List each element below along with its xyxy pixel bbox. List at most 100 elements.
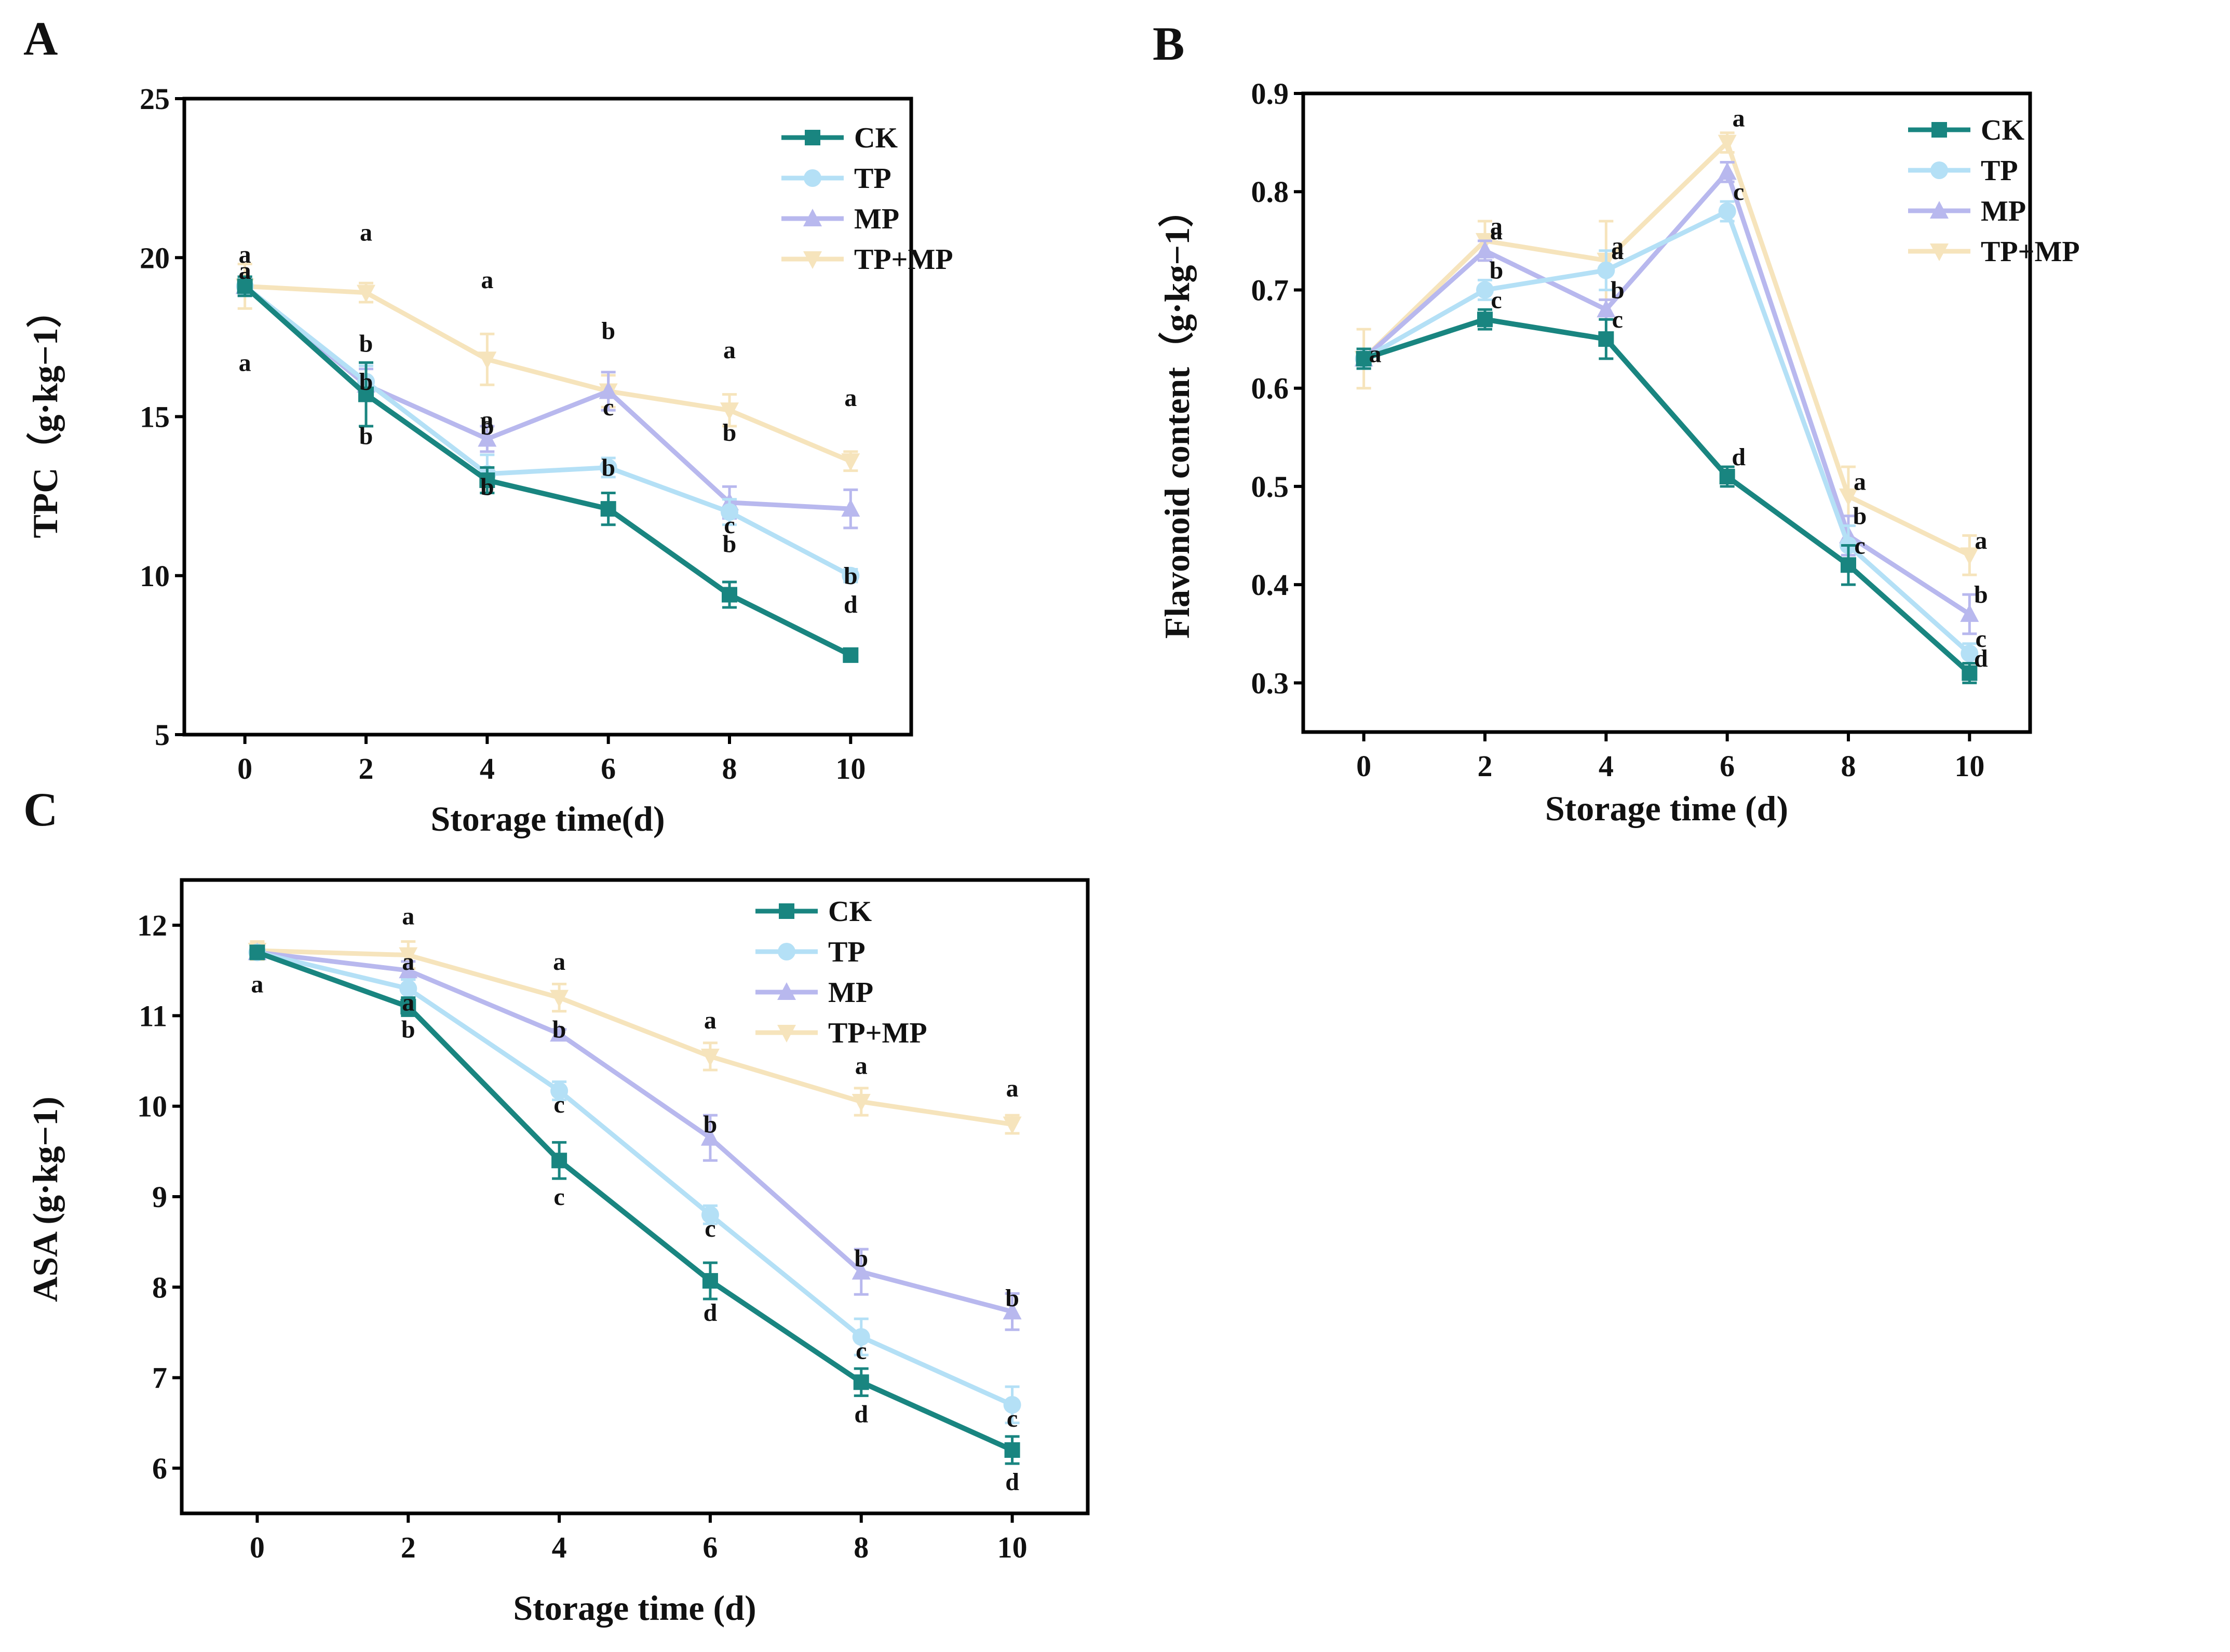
panel-c-point-ck [249,944,265,960]
panel-c-point-ck [853,1374,869,1390]
panel-c-sig-letter-ck: d [854,1400,868,1428]
panel-b-sig-letter-tp-mp: a [1854,468,1866,495]
panel-c-point-mp [1003,1302,1022,1320]
panel-b-y-axis-title: Flavonoid content（g·kg−1） [1157,192,1197,639]
panel-b-legend-label-ck: CK [1981,114,2024,146]
panel-b-chart: 0.3 0.4 0.5 0.6 0.7 0.8 0.9 0 2 4 6 8 10 Storage time… [1157,77,2080,828]
panel-a-legend-label-ck: CK [854,122,898,154]
panel-b-line-tp-mp [1362,140,1971,558]
panel-a-y-axis-title: TPC（g·kg−1） [25,292,65,538]
panel-a-line-tp [243,284,852,578]
panel-c-xtick-label: 2 [401,1531,416,1564]
panel-letter-a: A [23,12,58,65]
panel-c-sig-letter-ck: d [1005,1468,1019,1496]
panel-letter-c: C [23,783,58,836]
panel-b-point-tp-mp [1718,134,1737,153]
panel-c-point-tp-mp [700,1048,720,1066]
panel-a-point-tp [842,566,860,585]
panel-c-sig-letter-tp: c [1007,1405,1018,1432]
panel-b-xtick-label: 6 [1720,749,1735,783]
panel-a-xtick-label: 4 [480,752,495,786]
panel-b-sig-letter-ck: c [1491,286,1502,314]
panel-b-ytick-label: 0.6 [1251,372,1289,405]
panel-a-line-mp [243,284,851,511]
panel-c-xtick-label: 0 [250,1531,265,1564]
panel-b-sig-letter-mp: b [1853,503,1867,530]
panel-a-sig-letter-tp: b [844,562,858,590]
panel-c-xtick-label: 6 [702,1531,718,1564]
panel-a-point-ck [722,587,737,603]
panel-b-ytick-label: 0.9 [1251,77,1289,111]
panel-b-plot-frame [1301,91,2032,734]
panel-b-point-mp [1960,604,1979,622]
panel-c-sig-letter-mp: b [854,1245,868,1272]
panel-a-legend-marker-tp-mp [803,251,822,269]
panel-a-sig-letter-mp: c [603,394,614,421]
panel-a-legend-label-mp: MP [854,203,899,235]
panel-c-point-tp [550,1082,569,1100]
panel-a-point-mp [841,499,860,517]
panel-a-legend-marker-mp [803,209,822,226]
panel-c-point-tp [399,980,417,998]
panel-a-sig-letter-mp: a [239,241,251,268]
panel-c-point-tp-mp [399,947,418,965]
panel-c-point-ck [551,1153,567,1169]
panel-c-point-ck [702,1273,718,1289]
panel-c-ytick-label: 9 [152,1180,167,1214]
panel-a-sig-letter-tp-mp: b [601,317,615,345]
panel-c-sig-letter-ck: d [704,1299,718,1326]
panel-c-ytick-label: 12 [137,909,167,942]
panel-a-sig-letter-mp: b [359,368,373,396]
panel-b-sig-letter-ck: c [1612,306,1623,333]
panel-a-point-tp-mp [841,453,860,471]
panel-c-line-tp [256,950,1013,1407]
panel-b-sig-letter-mp: c [1733,178,1744,206]
panel-c-sig-letter-tp-mp: a [855,1052,868,1079]
panel-a-ytick-label: 20 [140,241,170,275]
panel-b-point-tp [1597,261,1615,279]
panel-b-point-mp [1597,300,1616,318]
panel-c-sig-letter-mp: a [402,948,414,976]
panel-a-point-mp [478,429,497,447]
panel-b-sig-letter-tp: b [1490,257,1504,285]
panel-c-ytick-label: 7 [152,1361,167,1395]
panel-b-ytick-label: 0.3 [1251,666,1289,700]
panel-a-line-tp-mp [245,283,852,464]
panel-c-sig-letter-tp-mp: a [553,948,565,976]
panel-a-legend-marker-ck [805,130,820,145]
panel-c-point-tp-mp [852,1094,871,1112]
panel-c-line-mp [256,950,1013,1314]
panel-c-xtick-label: 8 [854,1531,869,1564]
panel-a-sig-letter-tp-mp: a [844,384,857,412]
panel-c-sig-letter-tp-mp: a [704,1007,717,1034]
panel-a-x-axis-title: Storage time(d) [430,799,665,838]
panel-a-point-tp-mp [720,402,739,421]
panel-b-xtick-label: 10 [1954,749,1984,783]
panel-b-point-mp [1718,162,1737,180]
panel-a-point-ck [843,647,859,663]
panel-b-point-ck [1356,350,1372,367]
panel-c-point-tp-mp [1003,1116,1022,1134]
panel-b-point-ck [1841,557,1856,573]
panel-c-sig-letter-tp-mp: a [402,903,414,930]
panel-b-point-tp [1961,644,1979,662]
panel-a-point-ck [600,501,616,517]
panel-b-point-ck [1598,331,1614,347]
panel-b-point-tp [1476,281,1494,299]
panel-b-point-tp-mp [1960,547,1979,565]
panel-a-xtick-label: 8 [722,752,737,786]
panel-a-point-ck [237,278,253,294]
panel-c-ytick-label: 8 [152,1270,167,1304]
panel-b-sig-letter-ck: d [1974,645,1988,672]
panel-c-ytick-label: 11 [139,999,167,1033]
panel-a-legend-label-tp: TP [854,163,891,195]
panel-b-legend-marker-mp [1930,201,1949,219]
panel-c-sig-letter-tp: c [705,1215,715,1242]
panel-b-point-ck [1719,469,1735,484]
panel-b-point-mp [1476,240,1494,259]
panel-a-xtick-label: 6 [601,752,616,786]
panel-c-point-tp [1003,1396,1021,1414]
panel-c-sig-letter-tp: a [402,989,414,1016]
panel-letter-b: B [1153,17,1184,70]
panel-b-legend-marker-tp-mp [1930,243,1949,261]
